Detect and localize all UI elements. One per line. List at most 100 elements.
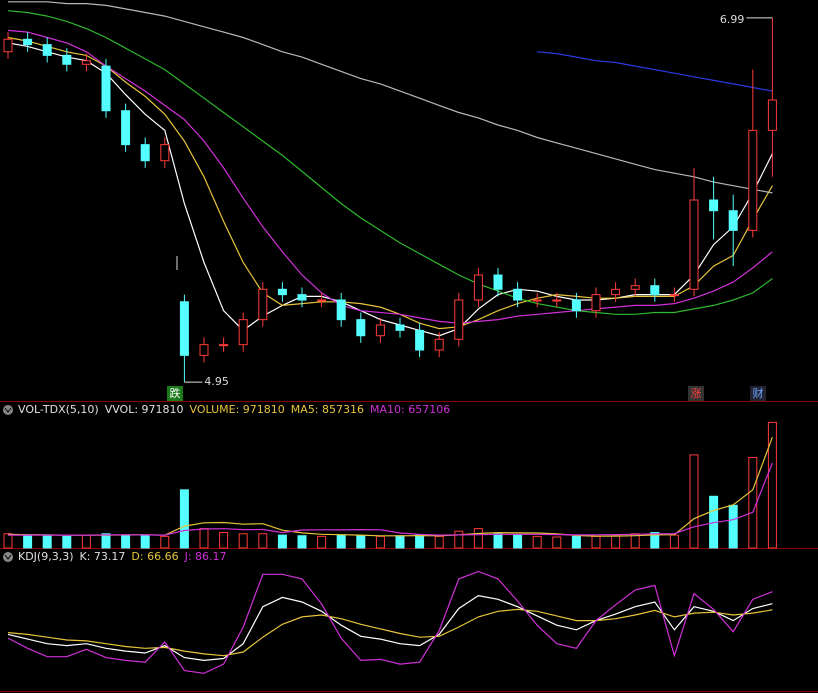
volume-bar <box>513 534 523 549</box>
candle-body <box>669 294 679 297</box>
candle-body <box>140 144 150 162</box>
candle-body <box>591 294 601 312</box>
volume-bar <box>81 534 91 549</box>
candle-body <box>630 285 640 290</box>
volume-bar <box>415 534 425 549</box>
candle-body <box>23 38 33 46</box>
volume-bar <box>238 533 248 549</box>
volume-bar <box>140 535 150 549</box>
moving-average <box>7 10 773 315</box>
candle-body <box>62 54 72 65</box>
candle-body <box>160 144 170 162</box>
candle-body <box>336 299 346 321</box>
candle-body <box>650 285 660 296</box>
candle-body <box>219 344 229 347</box>
candle-body <box>473 274 483 301</box>
volume-ma <box>7 436 773 537</box>
legend-entry: VOL-TDX(5,10) <box>18 403 99 416</box>
volume-bar <box>473 528 483 549</box>
volume-bar <box>62 535 72 549</box>
volume-bar <box>669 534 679 549</box>
volume-bar <box>199 528 209 549</box>
candle-body <box>454 299 464 340</box>
volume-bar <box>493 533 503 549</box>
moving-average <box>537 51 773 92</box>
candle-body <box>709 199 719 212</box>
moving-average <box>7 42 773 337</box>
candle-body <box>375 324 385 337</box>
candle-body <box>552 299 562 302</box>
marker-box <box>688 386 704 401</box>
moving-average <box>7 29 773 324</box>
candle-body <box>42 44 52 56</box>
candle-body <box>356 319 366 337</box>
marker-box <box>750 386 766 401</box>
marker: 涨 <box>691 387 702 400</box>
volume-bar <box>258 533 268 549</box>
candle-body <box>728 210 738 231</box>
max-price-label: 6.99 <box>720 13 745 26</box>
volume-bar <box>728 504 738 549</box>
volume-bar <box>219 531 229 549</box>
volume-bar <box>23 534 33 549</box>
volume-bar <box>179 489 189 549</box>
candle-body <box>199 344 209 356</box>
volume-bar <box>42 535 52 549</box>
legend-entry: K: 73.17 <box>80 550 126 563</box>
volume-bar <box>532 535 542 549</box>
volume-bar <box>3 533 13 549</box>
legend-entry: MA10: 657106 <box>370 403 450 416</box>
kdj-line <box>7 570 773 674</box>
candle-body <box>179 301 189 356</box>
legend-entry: VVOL: 971810 <box>105 403 184 416</box>
volume-bar <box>356 535 366 549</box>
candle-body <box>238 319 248 346</box>
volume-bar <box>454 530 464 549</box>
min-price-label: 4.95 <box>204 375 229 388</box>
candle-body <box>532 299 542 302</box>
volume-bar <box>434 535 444 549</box>
candle-body <box>121 110 131 146</box>
legend-entry: D: 66.66 <box>131 550 178 563</box>
candle-body <box>101 65 111 112</box>
volume-bar <box>611 535 621 549</box>
volume-bar <box>317 535 327 549</box>
volume-bar <box>748 456 758 549</box>
candle-body <box>258 288 268 321</box>
volume-bar <box>650 531 660 549</box>
candle-body <box>513 288 523 301</box>
candle-body <box>767 99 777 131</box>
volume-bar <box>767 421 777 549</box>
volume-bar <box>591 535 601 549</box>
candle-body <box>3 38 13 53</box>
volume-bar <box>297 535 307 549</box>
volume-bar <box>160 535 170 549</box>
candle-body <box>415 329 425 351</box>
panel-menu-icon[interactable] <box>3 552 13 562</box>
volume-bar <box>571 535 581 549</box>
volume-bar <box>552 536 562 549</box>
candle-body <box>434 338 444 351</box>
candle-body <box>689 199 699 290</box>
chevron <box>4 554 12 560</box>
panel-menu-icon[interactable] <box>3 405 13 415</box>
kdj-line <box>7 594 773 662</box>
moving-average <box>8 1 773 194</box>
legend-entry: KDJ(9,3,3) <box>18 550 74 563</box>
volume-bar <box>395 535 405 549</box>
legend-entry: VOLUME: 971810 <box>190 403 285 416</box>
candle-body <box>748 129 758 231</box>
marker-box <box>167 386 183 401</box>
volume-bar <box>121 534 131 549</box>
marker: 跌 <box>170 386 181 400</box>
volume-ma <box>8 462 773 536</box>
volume-bar <box>689 454 699 549</box>
legend-entry: MA5: 857316 <box>291 403 364 416</box>
candle-body <box>611 288 621 296</box>
volume-bar <box>336 534 346 549</box>
volume-bar <box>101 533 111 549</box>
legend-entry: J: 86.17 <box>184 550 227 563</box>
chevron <box>4 407 12 413</box>
candle-body <box>571 299 581 312</box>
